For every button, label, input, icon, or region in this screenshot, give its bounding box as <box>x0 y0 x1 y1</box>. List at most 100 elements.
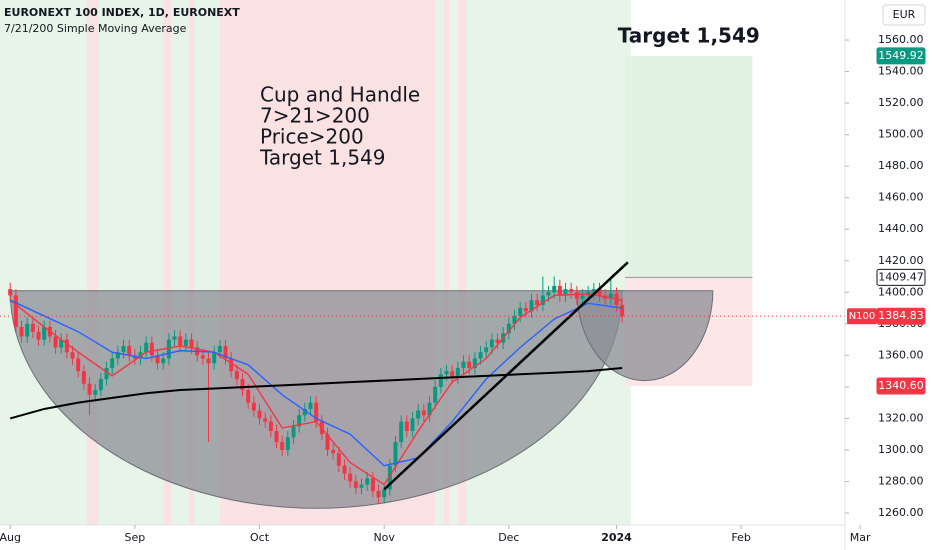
candle-body <box>523 308 528 312</box>
time-axis <box>0 525 932 550</box>
candle-body <box>489 339 494 348</box>
candle-body <box>257 410 262 419</box>
y-tick-label: 1320.00 <box>878 411 924 424</box>
candle-body <box>302 408 307 416</box>
candle-body <box>155 355 160 364</box>
note-line: 7>21>200 <box>260 104 370 128</box>
candle-body <box>506 323 511 334</box>
profit-zone <box>625 55 753 278</box>
candle-body <box>450 371 455 378</box>
candle-body <box>348 473 353 482</box>
moving-average <box>9 366 623 420</box>
candle-body <box>472 358 477 368</box>
candle-body <box>444 371 449 375</box>
candle-body <box>59 339 64 348</box>
candle-body <box>297 415 302 427</box>
trend-line <box>383 261 629 491</box>
currency-box[interactable] <box>882 4 926 26</box>
candle-body <box>251 402 256 411</box>
target-label: Target 1,549 <box>618 24 760 48</box>
y-tick-label: 1460.00 <box>878 191 924 204</box>
y-tick-label: 1560.00 <box>878 33 924 46</box>
candle-body <box>569 289 574 293</box>
y-tick-label: 1480.00 <box>878 159 924 172</box>
y-tick-label: 1420.00 <box>878 254 924 267</box>
candle-body <box>178 336 183 346</box>
candle-body <box>200 355 205 359</box>
candle-body <box>263 418 268 422</box>
candle-body <box>121 345 126 353</box>
candle-body <box>552 285 557 293</box>
candle-body <box>580 295 585 299</box>
candle-body <box>42 326 47 340</box>
candle-body <box>8 289 13 296</box>
candle-body <box>246 390 251 403</box>
candle-body <box>484 347 489 353</box>
candle-body <box>387 465 392 490</box>
candle-body <box>36 331 41 340</box>
target-tag <box>876 47 926 65</box>
region <box>457 0 467 525</box>
candle-body <box>308 402 313 409</box>
region <box>188 0 195 525</box>
candle-body <box>274 431 279 443</box>
candle-body <box>353 481 358 488</box>
note-line: Cup and Handle <box>260 83 420 107</box>
candle-body <box>93 390 98 395</box>
candle-body <box>217 345 222 353</box>
x-tick-label: Mar <box>850 531 871 544</box>
candle-body <box>223 345 228 359</box>
candle-body <box>19 326 24 337</box>
y-tick-label: 1280.00 <box>878 474 924 487</box>
stop-tag <box>876 377 926 395</box>
x-tick-label: Dec <box>498 531 519 544</box>
candle-body <box>438 374 443 387</box>
entry-tag <box>876 268 926 286</box>
candle-body <box>104 367 109 380</box>
candle-body <box>455 367 460 378</box>
candle-body <box>342 465 347 474</box>
candle-body <box>161 358 166 364</box>
stop-tag-label: 1340.60 <box>878 379 924 392</box>
currency[interactable]: EUR <box>893 8 916 21</box>
region <box>163 0 172 525</box>
note-line: Target 1,549 <box>259 146 386 170</box>
candle-body <box>81 371 86 384</box>
candle-body <box>427 402 432 416</box>
candle-body <box>212 352 217 364</box>
candle-body <box>370 478 375 491</box>
note-line: Price>200 <box>260 125 364 149</box>
candle-body <box>166 339 171 359</box>
moving-average <box>9 299 623 467</box>
last-price-tag-label: 1384.83 <box>878 309 924 322</box>
candle-body <box>393 442 398 466</box>
candle-body <box>127 345 132 356</box>
x-tick-label: Aug <box>0 531 21 544</box>
y-tick-label: 1540.00 <box>878 65 924 78</box>
region <box>0 0 87 525</box>
handle-shape <box>576 290 714 382</box>
candle-body <box>70 352 75 359</box>
candle-body <box>365 478 370 485</box>
candle-body <box>76 358 81 372</box>
candle-body <box>461 361 466 368</box>
candle-body <box>529 300 534 312</box>
candle-body <box>206 358 211 364</box>
candle-body <box>495 339 500 343</box>
candle-body <box>404 421 409 432</box>
candle-body <box>53 336 58 348</box>
candle-body <box>518 308 523 316</box>
y-tick-label: 1360.00 <box>878 348 924 361</box>
candle-body <box>540 295 545 305</box>
chart-title: EURONEXT 100 INDEX, 1D, EURONEXT <box>4 6 240 19</box>
x-tick-label: Nov <box>373 531 395 544</box>
candle-body <box>597 289 602 296</box>
candle-body <box>574 292 579 299</box>
candle-body <box>382 489 387 498</box>
candle-body <box>325 434 330 450</box>
candle-body <box>563 289 568 296</box>
entry-tag-label: 1409.47 <box>878 270 924 283</box>
x-tick-label: Oct <box>250 531 270 544</box>
moving-average <box>9 293 623 486</box>
